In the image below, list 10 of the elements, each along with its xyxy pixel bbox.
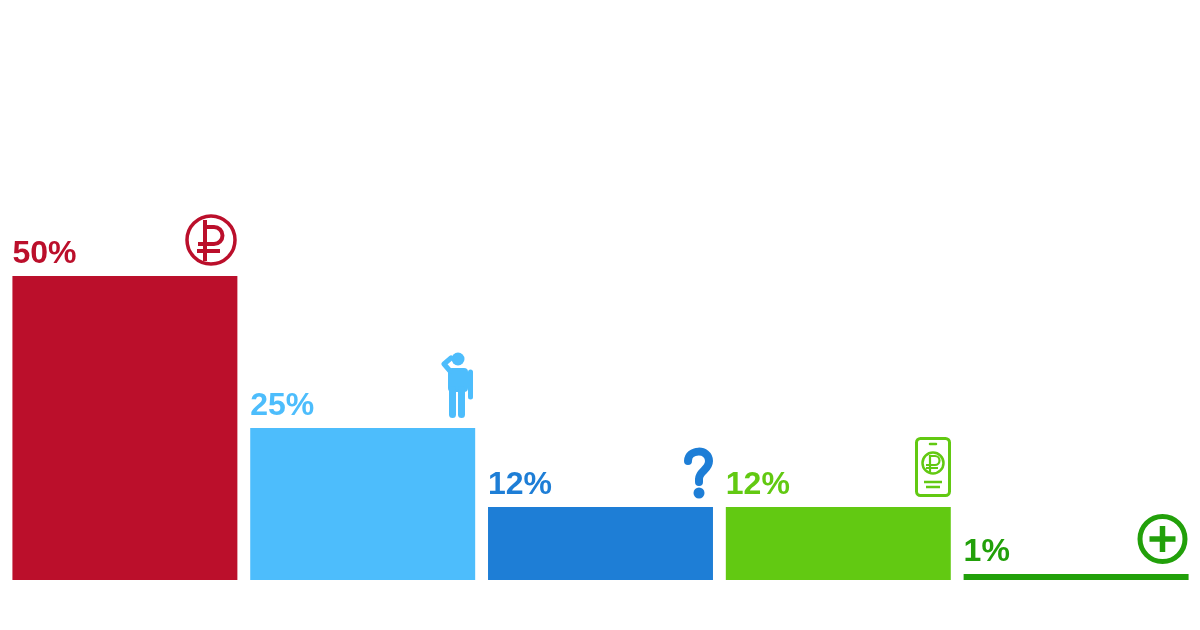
data-label: 12% xyxy=(488,465,553,502)
data-label: 25% xyxy=(250,386,315,422)
bar xyxy=(488,507,713,580)
data-label: 1% xyxy=(963,531,1010,568)
bar xyxy=(963,573,1189,580)
bar xyxy=(12,276,238,580)
bar xyxy=(725,507,951,580)
bar xyxy=(250,428,476,580)
data-label: 50% xyxy=(12,234,77,270)
data-label: 12% xyxy=(725,465,790,502)
